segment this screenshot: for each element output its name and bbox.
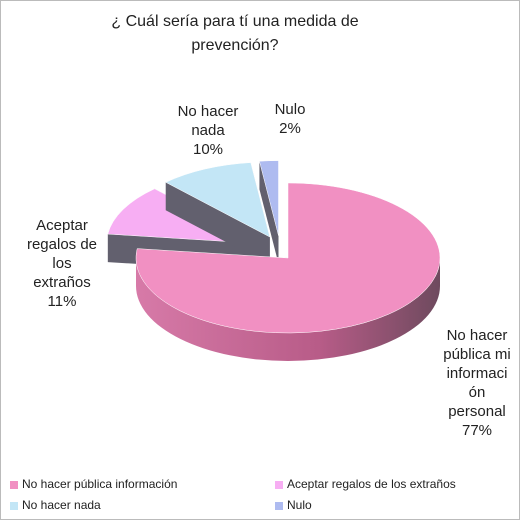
data-label: personal (448, 403, 506, 420)
legend-label: Aceptar regalos de los extraños (287, 477, 456, 491)
data-label: Nulo (275, 101, 306, 118)
data-label: Aceptar (36, 217, 88, 234)
slice (259, 160, 279, 264)
legend-label: No hacer pública información (22, 477, 177, 491)
slice-top (135, 182, 441, 334)
slice (135, 182, 441, 361)
legend-label: No hacer nada (22, 498, 101, 512)
value-label: 2% (279, 120, 301, 137)
data-label: No hacer (178, 103, 239, 120)
data-label: extraños (33, 274, 91, 291)
data-label: No hacer (447, 327, 508, 344)
data-label: informaci (447, 365, 508, 382)
slice-wall (136, 258, 440, 361)
data-label: los (52, 255, 71, 272)
data-label: nada (191, 122, 225, 139)
slice-side (165, 182, 270, 265)
chart-title: ¿ Cuál sería para tí una medida de preve… (111, 13, 359, 54)
slice-top (259, 160, 279, 236)
data-label: pública mi (443, 346, 511, 363)
data-label: ón (469, 384, 486, 401)
legend-label: Nulo (287, 498, 312, 512)
slice-side (259, 161, 279, 264)
legend-swatch (10, 481, 18, 489)
value-label: 10% (193, 141, 223, 158)
slice (165, 162, 271, 265)
legend-swatch (10, 502, 18, 510)
data-label: regalos de (27, 236, 97, 253)
value-label: 77% (462, 422, 492, 439)
legend-swatch (275, 481, 283, 489)
value-label: 11% (48, 293, 77, 310)
slice-top (165, 162, 271, 238)
legend-swatch (275, 502, 283, 510)
